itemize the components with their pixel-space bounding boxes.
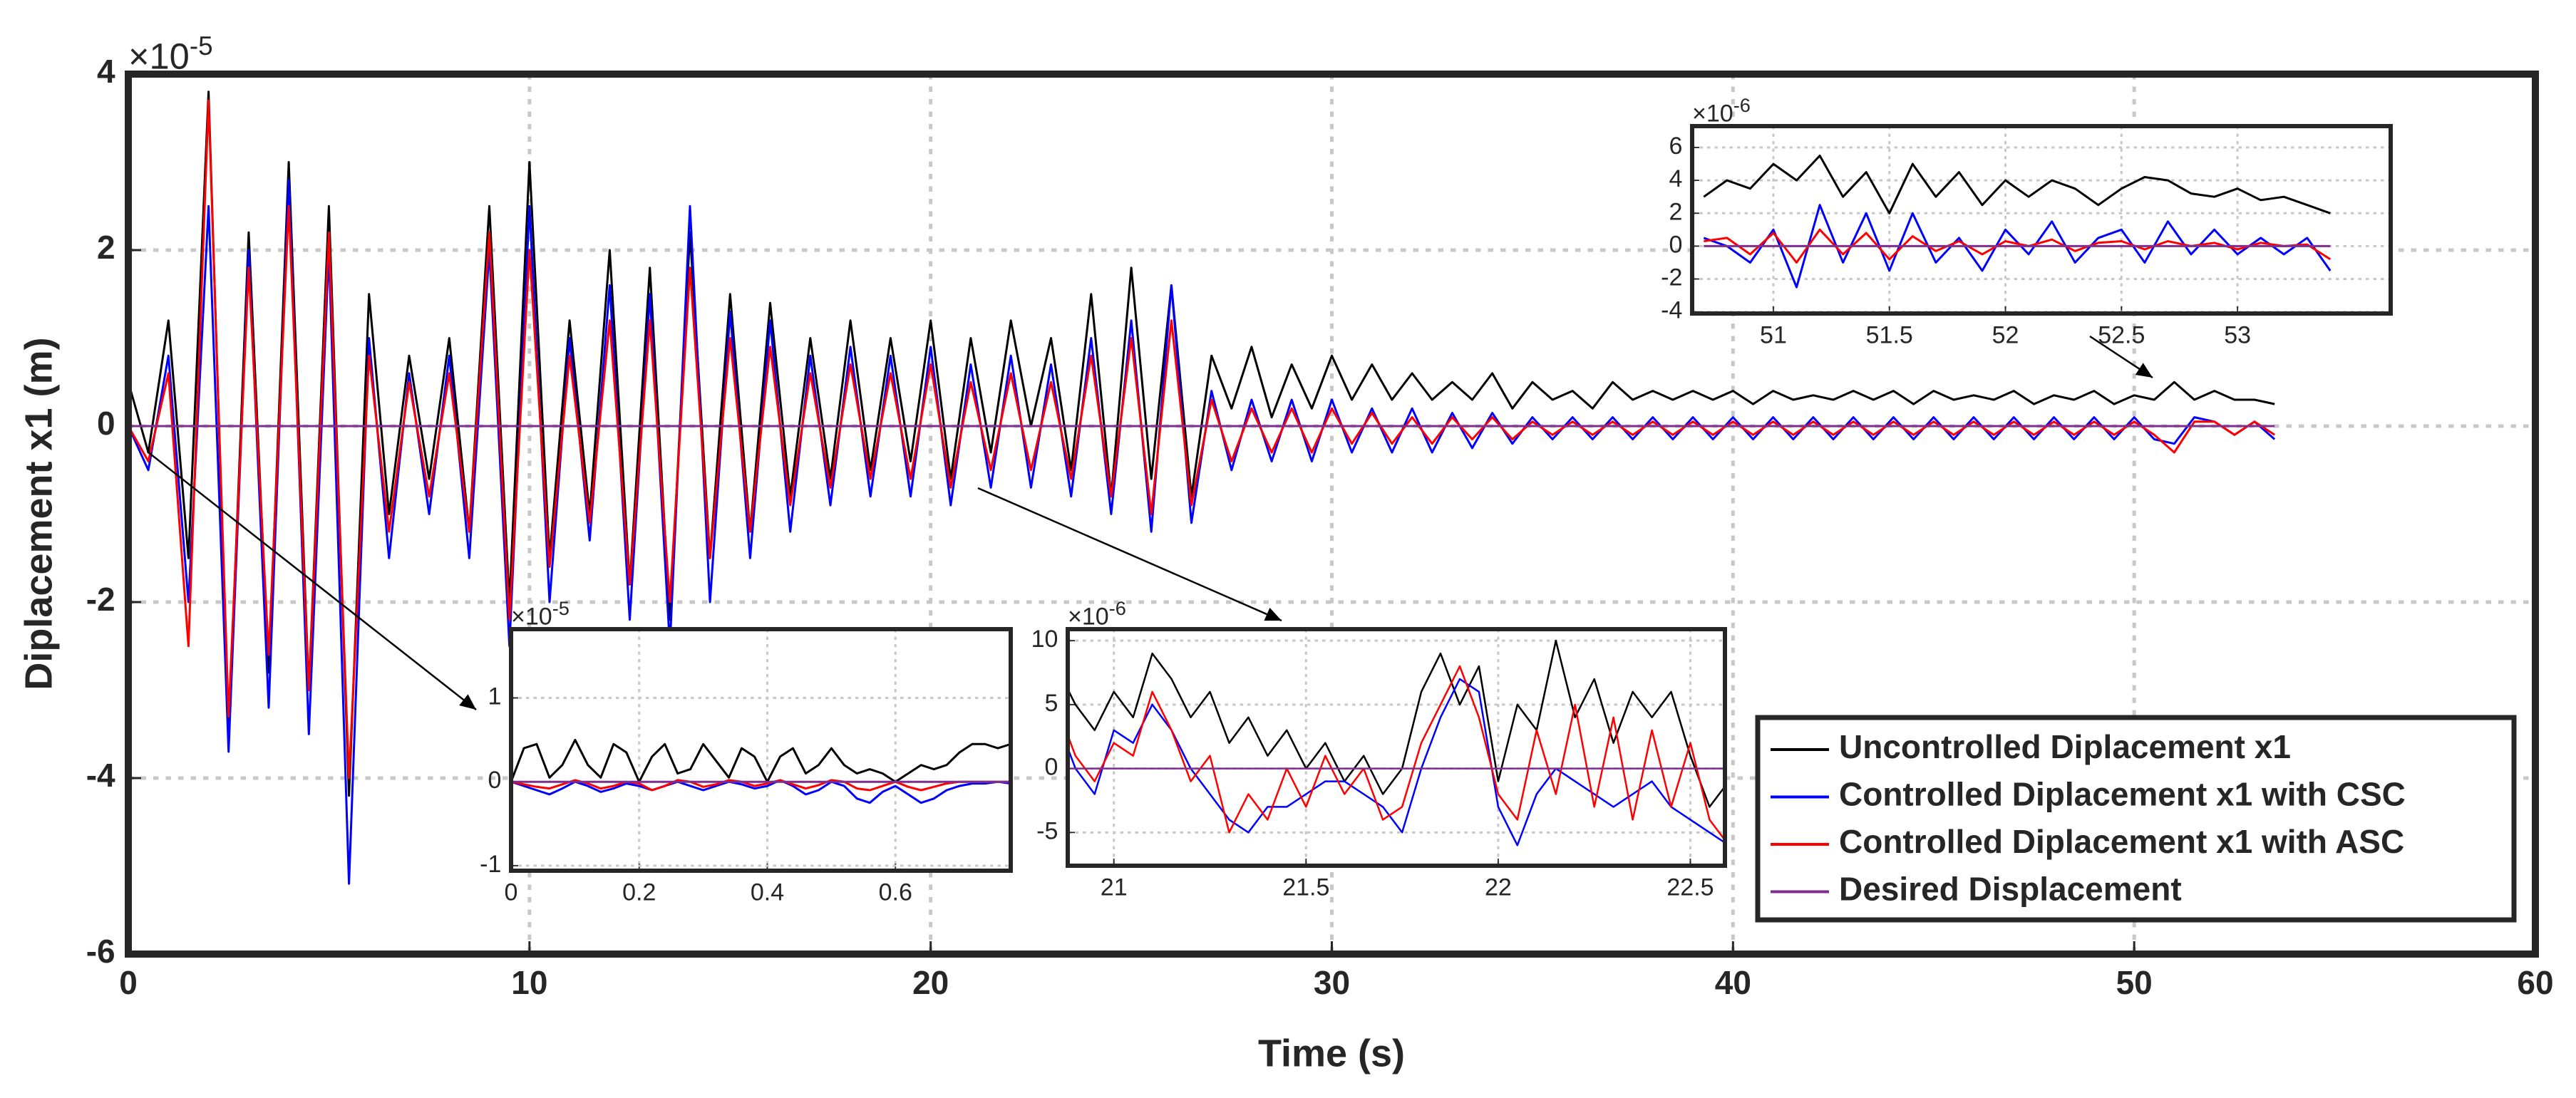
plot-area: [1692, 126, 2391, 314]
x-tick-label: 50: [2116, 964, 2153, 1001]
arrow: [977, 487, 1282, 622]
axes-frame: [1690, 124, 2393, 316]
axes-frame: [509, 627, 1013, 873]
y-tick-label: -6: [86, 933, 115, 970]
x-tick-label: 22.5: [1666, 874, 1714, 901]
x-tick-label: 0.4: [751, 879, 784, 906]
exponent-base: ×10: [511, 604, 552, 631]
zoom-arrows: [147, 335, 2153, 710]
x-axis-label: Time (s): [1258, 1032, 1405, 1074]
exponent-base: ×10: [1692, 100, 1733, 128]
series-group: [128, 90, 2276, 885]
y-tick-label: 5: [1044, 690, 1058, 717]
data-line: [511, 779, 1011, 804]
x-tick-label: 0.2: [622, 879, 656, 906]
x-tick-label: 10: [511, 964, 547, 1001]
exponent-base: ×10: [128, 36, 190, 77]
x-tick-label: 52: [1992, 321, 2019, 348]
axes-frame: [125, 71, 2539, 958]
plot-area: [1068, 629, 1725, 866]
y-tick-label: 2: [1669, 198, 1682, 225]
series-group: [1068, 639, 1725, 846]
y-tick-label: 0: [1669, 231, 1682, 258]
y-tick-label: -4: [86, 757, 115, 794]
series-group: [1703, 155, 2332, 289]
y-tick-label: 10: [1031, 626, 1058, 653]
exponent-power: -6: [1109, 597, 1126, 619]
x-tick-label: 40: [1715, 964, 1751, 1001]
y-tick-label: 4: [97, 53, 115, 90]
y-tick-label: 4: [1669, 165, 1682, 192]
legend-label: Controlled Diplacement x1 with CSC: [1839, 776, 2406, 813]
exponent-power: -5: [190, 31, 213, 61]
data-line: [1703, 155, 2331, 214]
arrow: [2089, 335, 2153, 379]
x-tick-label: 22: [1485, 874, 1512, 901]
x-tick-label: 52.5: [2098, 321, 2145, 348]
legend-label: Desired Displacement: [1839, 871, 2182, 908]
y-axis-label: Diplacement x1 (m): [17, 337, 60, 690]
x-tick-label: 51: [1760, 321, 1787, 348]
x-tick-label: 20: [912, 964, 949, 1001]
arrow: [147, 451, 477, 710]
y-tick-label: -2: [1661, 264, 1682, 291]
y-tick-label: -4: [1661, 297, 1682, 324]
y-exponent: ×10-6: [1692, 94, 1751, 128]
exponent-power: -6: [1733, 94, 1751, 116]
y-tick-label: -5: [1036, 817, 1058, 844]
y-tick-label: 0: [1044, 754, 1058, 781]
plot-area: [511, 629, 1011, 871]
y-tick-label: -2: [86, 581, 115, 618]
y-tick-label: 6: [1669, 133, 1682, 160]
data-line: [128, 99, 2276, 780]
legend-box: [1755, 715, 2517, 923]
y-tick-label: -1: [480, 851, 501, 878]
x-tick-label: 53: [2224, 321, 2251, 348]
exponent-power: -5: [552, 597, 570, 619]
y-tick-label: 1: [488, 683, 501, 710]
x-tick-label: 0: [505, 879, 518, 906]
data-line: [511, 738, 1011, 783]
data-line: [511, 779, 1011, 792]
x-tick-label: 0.6: [879, 879, 912, 906]
legend-label: Uncontrolled Diplacement x1: [1839, 728, 2291, 765]
y-tick-label: 0: [488, 767, 501, 794]
x-tick-label: 30: [1314, 964, 1350, 1001]
x-tick-label: 51.5: [1866, 321, 1913, 348]
axes-frame: [1066, 627, 1727, 868]
y-tick-label: 2: [97, 229, 115, 266]
legend-label: Controlled Diplacement x1 with ASC: [1839, 823, 2404, 860]
x-tick-label: 0: [119, 964, 138, 1001]
y-exponent: ×10-5: [511, 597, 570, 631]
y-exponent: ×10-6: [1068, 597, 1126, 631]
x-tick-label: 60: [2517, 964, 2553, 1001]
data-line: [1068, 665, 1725, 842]
y-tick-label: 0: [97, 405, 115, 442]
exponent-base: ×10: [1068, 604, 1109, 631]
x-tick-label: 21.5: [1282, 874, 1329, 901]
y-exponent: ×10-5: [128, 31, 213, 77]
x-tick-label: 21: [1101, 874, 1128, 901]
series-group: [511, 738, 1011, 804]
